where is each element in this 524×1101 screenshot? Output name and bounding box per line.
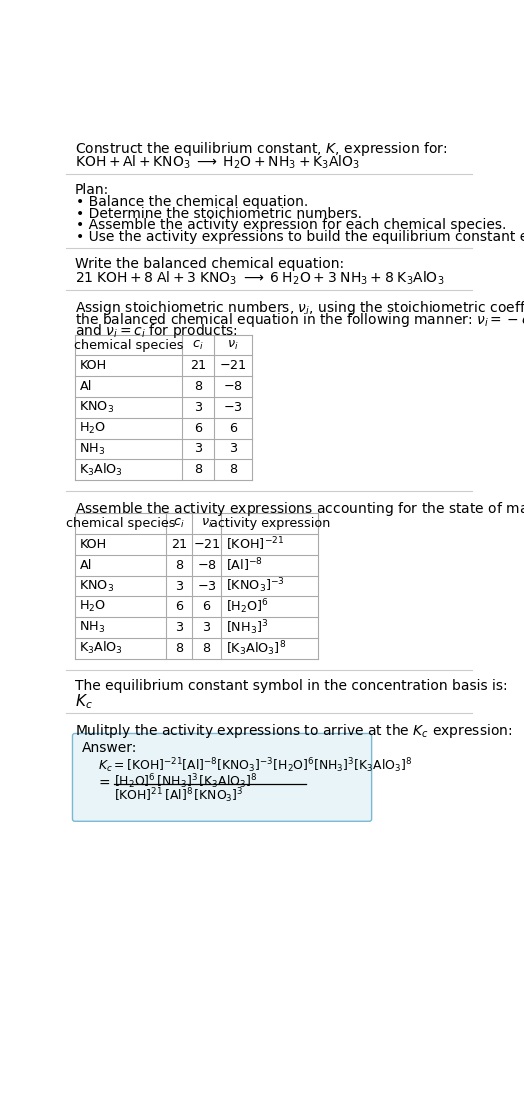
Text: $\mathrm{KNO_3}$: $\mathrm{KNO_3}$: [80, 578, 115, 593]
Text: 3: 3: [175, 621, 183, 634]
Text: Construct the equilibrium constant, $K$, expression for:: Construct the equilibrium constant, $K$,…: [75, 140, 447, 157]
Text: 8: 8: [229, 464, 237, 477]
Text: $\mathrm{H_2O}$: $\mathrm{H_2O}$: [80, 599, 106, 614]
Text: 6: 6: [175, 600, 183, 613]
Text: $[\mathrm{K_3AlO_3}]^8$: $[\mathrm{K_3AlO_3}]^8$: [226, 639, 286, 657]
Text: $-21$: $-21$: [193, 538, 221, 550]
Text: 8: 8: [202, 642, 211, 655]
Text: $\mathrm{NH_3}$: $\mathrm{NH_3}$: [80, 620, 106, 635]
Text: 6: 6: [229, 422, 237, 435]
Text: Mulitply the activity expressions to arrive at the $K_c$ expression:: Mulitply the activity expressions to arr…: [75, 722, 512, 740]
Text: Plan:: Plan:: [75, 183, 109, 197]
Text: 8: 8: [175, 642, 183, 655]
Text: $\mathrm{NH_3}$: $\mathrm{NH_3}$: [80, 442, 106, 457]
Text: $[\mathrm{Al}]^{-8}$: $[\mathrm{Al}]^{-8}$: [226, 556, 263, 574]
Text: 3: 3: [175, 579, 183, 592]
Text: $c_i$: $c_i$: [192, 338, 204, 351]
Text: $\mathrm{21\;KOH + 8\;Al + 3\;KNO_3}$$\;\longrightarrow\;$$\mathrm{6\;H_2O + 3\;: $\mathrm{21\;KOH + 8\;Al + 3\;KNO_3}$$\;…: [75, 270, 444, 287]
Text: $K_c$: $K_c$: [75, 693, 93, 711]
Text: 8: 8: [175, 558, 183, 571]
Text: $\mathrm{KOH + Al + KNO_3}$$\;\longrightarrow\;$$\mathrm{H_2O + NH_3 + K_3AlO_3}: $\mathrm{KOH + Al + KNO_3}$$\;\longright…: [75, 154, 360, 171]
Text: KOH: KOH: [80, 359, 107, 372]
Text: KOH: KOH: [80, 538, 107, 550]
Text: Al: Al: [80, 380, 92, 393]
Text: 3: 3: [194, 401, 202, 414]
Text: $c_i$: $c_i$: [173, 517, 185, 531]
Text: • Determine the stoichiometric numbers.: • Determine the stoichiometric numbers.: [77, 207, 363, 221]
Text: $\mathrm{KNO_3}$: $\mathrm{KNO_3}$: [80, 400, 115, 415]
Text: chemical species: chemical species: [66, 517, 175, 531]
Text: the balanced chemical equation in the following manner: $\nu_i = -c_i$ for react: the balanced chemical equation in the fo…: [75, 310, 524, 329]
Text: • Assemble the activity expression for each chemical species.: • Assemble the activity expression for e…: [77, 218, 507, 232]
Text: =: =: [98, 776, 110, 791]
Text: 21: 21: [171, 538, 187, 550]
Text: activity expression: activity expression: [210, 517, 330, 531]
Text: chemical species: chemical species: [73, 338, 183, 351]
Text: $[\mathrm{H_2O}]^6$: $[\mathrm{H_2O}]^6$: [226, 598, 269, 617]
Text: Assemble the activity expressions accounting for the state of matter and $\nu_i$: Assemble the activity expressions accoun…: [75, 500, 524, 519]
Text: Assign stoichiometric numbers, $\nu_i$, using the stoichiometric coefficients, $: Assign stoichiometric numbers, $\nu_i$, …: [75, 299, 524, 317]
Text: $-8$: $-8$: [196, 558, 216, 571]
Text: $\mathrm{H_2O}$: $\mathrm{H_2O}$: [80, 421, 106, 436]
Text: $\nu_i$: $\nu_i$: [201, 517, 212, 531]
Text: $[\mathrm{KOH}]^{-21}$: $[\mathrm{KOH}]^{-21}$: [226, 536, 284, 553]
Text: Answer:: Answer:: [82, 741, 137, 755]
Text: $-21$: $-21$: [219, 359, 247, 372]
Text: 8: 8: [194, 464, 202, 477]
Text: 8: 8: [194, 380, 202, 393]
Text: • Use the activity expressions to build the equilibrium constant expression.: • Use the activity expressions to build …: [77, 230, 524, 244]
Text: $[\mathrm{NH_3}]^3$: $[\mathrm{NH_3}]^3$: [226, 619, 268, 637]
Text: 3: 3: [229, 443, 237, 456]
Text: 21: 21: [190, 359, 206, 372]
Text: $[\mathrm{KOH}]^{21}\,[\mathrm{Al}]^8\,[\mathrm{KNO_3}]^3$: $[\mathrm{KOH}]^{21}\,[\mathrm{Al}]^8\,[…: [114, 786, 243, 805]
Text: 3: 3: [194, 443, 202, 456]
Text: $-3$: $-3$: [223, 401, 243, 414]
Text: The equilibrium constant symbol in the concentration basis is:: The equilibrium constant symbol in the c…: [75, 679, 507, 693]
Text: 6: 6: [203, 600, 211, 613]
Text: $[\mathrm{KNO_3}]^{-3}$: $[\mathrm{KNO_3}]^{-3}$: [226, 577, 285, 596]
Text: 6: 6: [194, 422, 202, 435]
Text: $\mathrm{K_3AlO_3}$: $\mathrm{K_3AlO_3}$: [80, 641, 123, 656]
Text: Al: Al: [80, 558, 92, 571]
Text: $K_c = [\mathrm{KOH}]^{-21}$$[\mathrm{Al}]^{-8}$$[\mathrm{KNO_3}]^{-3}$$[\mathrm: $K_c = [\mathrm{KOH}]^{-21}$$[\mathrm{Al…: [98, 755, 412, 774]
Text: and $\nu_i = c_i$ for products:: and $\nu_i = c_i$ for products:: [75, 323, 238, 340]
Text: $[\mathrm{H_2O}]^6\,[\mathrm{NH_3}]^3\,[\mathrm{K_3AlO_3}]^8$: $[\mathrm{H_2O}]^6\,[\mathrm{NH_3}]^3\,[…: [114, 772, 257, 791]
Text: 3: 3: [202, 621, 211, 634]
FancyBboxPatch shape: [72, 733, 372, 821]
Text: • Balance the chemical equation.: • Balance the chemical equation.: [77, 195, 309, 209]
Text: $\nu_i$: $\nu_i$: [227, 338, 239, 351]
Text: $-8$: $-8$: [223, 380, 243, 393]
Text: Write the balanced chemical equation:: Write the balanced chemical equation:: [75, 257, 344, 271]
Text: $-3$: $-3$: [196, 579, 216, 592]
Text: $\mathrm{K_3AlO_3}$: $\mathrm{K_3AlO_3}$: [80, 461, 123, 478]
